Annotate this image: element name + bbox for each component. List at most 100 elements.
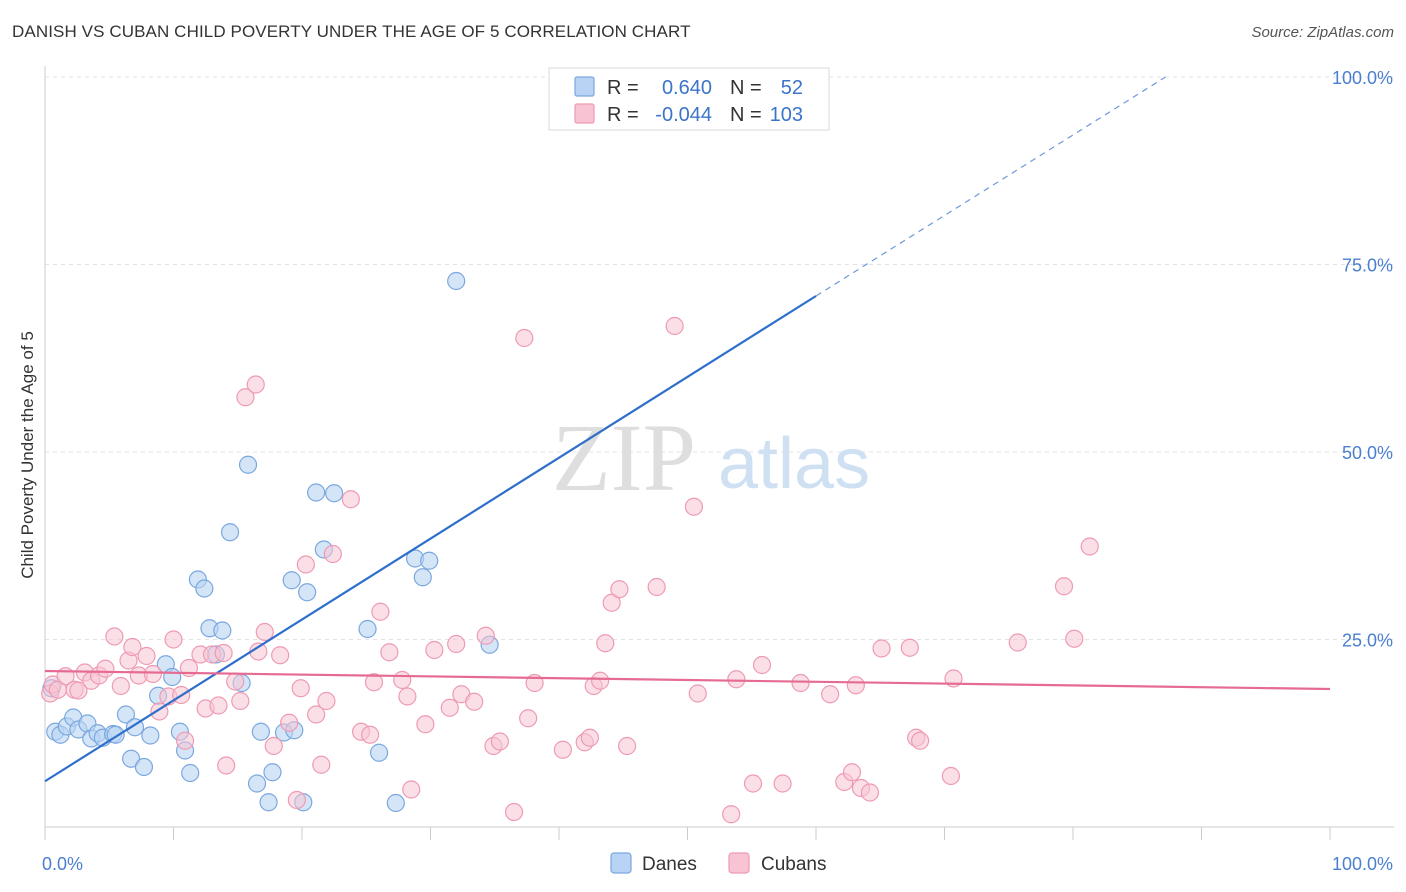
x-tick-label: 0.0% bbox=[42, 854, 83, 874]
cubans-point bbox=[1008, 633, 1027, 652]
cubans-point bbox=[425, 640, 444, 660]
cubans-point bbox=[580, 728, 599, 747]
cubans-point bbox=[1054, 577, 1074, 596]
danes-point bbox=[116, 705, 136, 724]
cubans-point bbox=[791, 673, 810, 693]
cubans-point bbox=[164, 630, 183, 649]
cubans-point bbox=[255, 622, 274, 642]
series-legend: Danes Cubans bbox=[610, 852, 827, 875]
cubans-point bbox=[123, 637, 142, 657]
danes-point bbox=[163, 667, 182, 687]
legend-swatch-cubans bbox=[574, 103, 595, 124]
danes-point bbox=[263, 763, 282, 782]
cubans-point bbox=[465, 692, 484, 711]
legend-n-value-danes: 52 bbox=[781, 77, 803, 99]
cubans-point bbox=[553, 740, 572, 759]
cubans-point bbox=[440, 698, 459, 717]
danes-point bbox=[325, 484, 344, 503]
y-tick-label: 50.0% bbox=[1342, 443, 1393, 463]
danes-point bbox=[307, 483, 326, 502]
cubans-point bbox=[307, 705, 326, 724]
y-tick-label: 100.0% bbox=[1332, 68, 1393, 88]
legend-r-label-cubans: R = bbox=[607, 104, 639, 126]
cubans-point bbox=[872, 639, 891, 658]
danes-point bbox=[358, 619, 377, 639]
cubans-point bbox=[602, 593, 621, 612]
cubans-point bbox=[143, 664, 163, 684]
cubans-point bbox=[618, 736, 637, 756]
legend-box bbox=[548, 67, 830, 131]
cubans-point bbox=[361, 725, 380, 744]
danes-point bbox=[195, 579, 214, 598]
cubans-point bbox=[393, 670, 412, 690]
cubans-point bbox=[105, 627, 124, 646]
bottom-legend-cubans: Cubans bbox=[761, 854, 827, 875]
danes-point bbox=[386, 793, 405, 813]
cubans-point bbox=[364, 673, 384, 692]
cubans-point bbox=[341, 490, 360, 509]
danes-trend-extension bbox=[815, 76, 1166, 297]
cubans-point bbox=[96, 659, 115, 678]
cubans-point bbox=[69, 681, 88, 700]
legend-r-label-danes: R = bbox=[607, 77, 639, 99]
cubans-point bbox=[515, 328, 534, 348]
legend-r-value-cubans: -0.044 bbox=[655, 104, 712, 126]
cubans-point bbox=[1065, 629, 1084, 648]
bottom-legend-swatch-danes bbox=[610, 852, 632, 874]
cubans-point bbox=[476, 626, 495, 645]
cubans-point bbox=[371, 602, 390, 621]
danes-point bbox=[134, 757, 154, 777]
cubans-point bbox=[280, 713, 299, 732]
grid-lines bbox=[45, 76, 1394, 640]
cubans-points bbox=[41, 316, 1099, 824]
danes-point bbox=[370, 743, 389, 762]
cubans-point bbox=[941, 766, 961, 786]
danes-point bbox=[259, 793, 278, 812]
cubans-point bbox=[688, 684, 707, 703]
y-axis-label: Child Poverty Under the Age of 5 bbox=[18, 331, 37, 579]
danes-points bbox=[42, 67, 747, 813]
cubans-point bbox=[610, 580, 629, 599]
cubans-point bbox=[226, 672, 245, 691]
cubans-point bbox=[214, 643, 233, 663]
x-tick-label: 100.0% bbox=[1332, 854, 1393, 874]
cubans-point bbox=[910, 731, 930, 750]
cubans-point bbox=[246, 375, 265, 394]
cubans-point bbox=[846, 676, 865, 695]
danes-point bbox=[121, 749, 141, 768]
cubans-point bbox=[236, 388, 255, 407]
legend-n-label-cubans: N = bbox=[730, 104, 762, 126]
cubans-point bbox=[900, 638, 919, 657]
cubans-point bbox=[175, 731, 195, 750]
cubans-point bbox=[291, 679, 310, 698]
cubans-trend-line bbox=[44, 669, 1331, 691]
danes-point bbox=[447, 271, 466, 291]
cubans-point bbox=[519, 709, 538, 728]
watermark-zip: ZIP bbox=[552, 404, 696, 511]
watermark-atlas: atlas bbox=[718, 424, 870, 504]
trend-lines bbox=[44, 76, 1331, 783]
cubans-point bbox=[137, 646, 156, 666]
cubans-point bbox=[296, 555, 315, 574]
legend-n-label-danes: N = bbox=[730, 77, 762, 99]
cubans-point bbox=[416, 715, 435, 734]
y-tick-label: 25.0% bbox=[1342, 631, 1393, 651]
cubans-point bbox=[111, 676, 130, 696]
bottom-legend-danes: Danes bbox=[642, 854, 697, 875]
axes: 25.0% 50.0% 75.0% 100.0% 0.0% 100.0% bbox=[42, 66, 1394, 874]
danes-point bbox=[213, 621, 232, 640]
danes-point bbox=[181, 763, 200, 783]
cubans-point bbox=[398, 687, 417, 706]
cubans-point bbox=[287, 790, 306, 810]
cubans-point bbox=[860, 783, 880, 802]
danes-point bbox=[238, 455, 258, 474]
legend-r-value-danes: 0.640 bbox=[662, 77, 712, 99]
cubans-point bbox=[490, 732, 509, 751]
danes-point bbox=[251, 722, 270, 741]
chart-title: DANISH VS CUBAN CHILD POVERTY UNDER THE … bbox=[12, 22, 691, 41]
danes-point bbox=[220, 523, 240, 542]
danes-point bbox=[141, 726, 160, 745]
cubans-point bbox=[209, 696, 228, 715]
cubans-point bbox=[447, 634, 466, 654]
